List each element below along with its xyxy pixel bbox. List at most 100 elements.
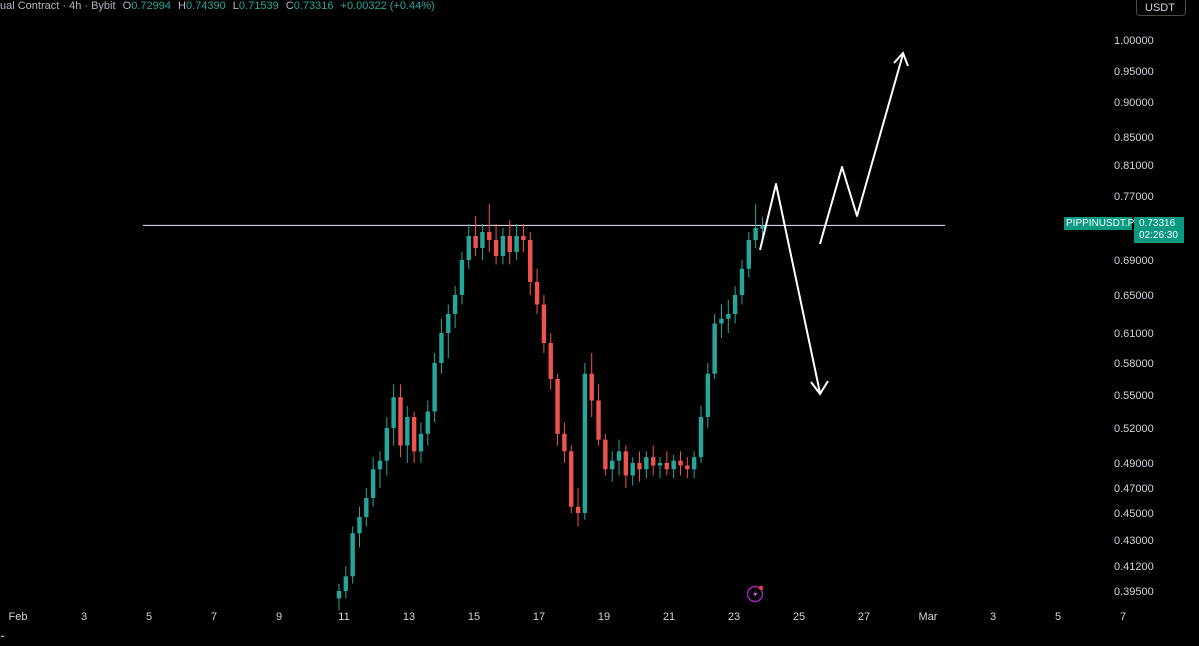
time-axis[interactable]: Feb 3 5 7 9 11 13 15 17 19 21 23 25 27 Mar 3 5 7 [9, 611, 1127, 623]
candle-body [650, 457, 656, 466]
candle-body [439, 333, 444, 363]
candle-body [521, 236, 526, 240]
price-tick-label: 0.49000 [1114, 458, 1154, 470]
candle-body [719, 318, 724, 324]
candle-body [582, 373, 588, 513]
candle-body [603, 439, 608, 470]
time-tick-label: 25 [793, 611, 805, 623]
candle-body [575, 506, 581, 513]
high-label: H [178, 0, 186, 12]
candle-body [644, 457, 649, 470]
price-chart[interactable]: 1.00000 0.95000 0.90000 0.85000 0.81000 0.770… [0, 0, 1199, 626]
price-tick-label: 0.41200 [1114, 561, 1154, 573]
price-tick-label: 0.69000 [1114, 255, 1154, 267]
time-tick-label: 13 [403, 611, 415, 623]
candle-body [753, 228, 758, 240]
price-tick-label: 0.52000 [1114, 423, 1154, 435]
last-price-box: 0.73316 02:26:30 [1134, 217, 1184, 243]
candle-body [630, 463, 635, 476]
candle-body [487, 232, 492, 240]
time-tick-label: 21 [663, 611, 675, 623]
price-tick-label: 0.90000 [1114, 97, 1154, 109]
price-tick-label: 0.58000 [1114, 358, 1154, 370]
candle-body [357, 517, 362, 534]
candle-body [589, 373, 594, 401]
toolbar-glyph: ⁃ [0, 632, 5, 643]
candle-body [664, 463, 670, 470]
open-label: O [122, 0, 132, 12]
candle-body [623, 451, 629, 476]
time-tick-label: 17 [533, 611, 545, 623]
open-value: 0.72994 [131, 0, 171, 12]
candle-body [405, 417, 410, 446]
candle-body [760, 225, 765, 229]
time-tick-label: Mar [919, 611, 938, 623]
candle-body [616, 451, 622, 461]
candle-body [350, 533, 355, 577]
candle-body [610, 460, 615, 470]
close-label: C [285, 0, 294, 12]
price-tick-label: 0.85000 [1114, 132, 1154, 144]
price-axis[interactable]: 1.00000 0.95000 0.90000 0.85000 0.81000 0.770… [1114, 35, 1154, 598]
time-tick-label: 9 [276, 611, 282, 623]
candle-body [691, 457, 697, 470]
candles-layer [336, 204, 765, 611]
close-value: 0.73316 [293, 0, 334, 12]
candle-body [569, 451, 574, 507]
change-value: +0.00322 (+0.44%) [340, 0, 435, 12]
low-label: L [232, 0, 239, 12]
chart-legend-header: ual Contract · 4h · Bybit O0.72994 H0.74… [0, 0, 435, 14]
candle-body [466, 236, 471, 260]
candle-body [432, 363, 437, 412]
time-tick-label: 27 [858, 611, 870, 623]
price-tick-label: 0.55000 [1114, 390, 1154, 402]
price-tick-label: 0.65000 [1114, 290, 1154, 302]
price-tick-label: 0.81000 [1114, 160, 1154, 172]
candle-body [343, 576, 349, 591]
time-tick-label: 7 [1120, 611, 1126, 623]
time-tick-label: 23 [728, 611, 740, 623]
bullish-path-arrow[interactable] [819, 53, 904, 245]
candle-body [555, 379, 560, 434]
candle-body [657, 463, 663, 466]
candle-body [534, 281, 540, 305]
flash-icon[interactable] [746, 585, 764, 603]
candle-body [732, 295, 738, 314]
price-tick-label: 0.43000 [1114, 535, 1154, 547]
candle-body [411, 417, 417, 452]
candle-body [493, 240, 499, 256]
currency-button[interactable]: USDT [1136, 0, 1186, 16]
candle-body [459, 260, 465, 295]
candle-body [562, 433, 567, 452]
candle-body [425, 411, 430, 434]
candle-body [452, 295, 458, 314]
symbol-label: PIPPINUSDT.P [1064, 217, 1135, 230]
arrowhead-down [810, 380, 829, 396]
candle-body [637, 463, 642, 470]
candle-body [671, 460, 676, 470]
bearish-path-arrow[interactable] [759, 183, 821, 394]
candle-body [739, 268, 745, 295]
candle-body [685, 465, 690, 470]
candle-body [705, 373, 711, 417]
price-tick-label: 0.95000 [1114, 66, 1154, 78]
time-tick-label: 3 [81, 611, 87, 623]
bar-countdown: 02:26:30 [1139, 230, 1178, 241]
candle-body [336, 591, 342, 599]
symbol-title: ual Contract · 4h · Bybit [0, 0, 116, 12]
time-tick-label: 7 [211, 611, 217, 623]
candle-body [541, 304, 547, 343]
candle-body [370, 469, 376, 498]
candle-body [500, 236, 506, 256]
low-value: 0.71539 [238, 0, 279, 12]
time-tick-label: 3 [990, 611, 996, 623]
price-tick-label: 0.61000 [1114, 328, 1154, 340]
candle-body [384, 428, 390, 461]
price-tick-label: 1.00000 [1114, 35, 1154, 47]
candle-body [473, 236, 478, 248]
price-tick-label: 0.45000 [1114, 508, 1154, 520]
time-tick-label: 19 [598, 611, 610, 623]
price-tick-label: 0.47000 [1114, 483, 1154, 495]
drawings-layer[interactable] [759, 51, 909, 396]
high-value: 0.74390 [185, 0, 226, 12]
